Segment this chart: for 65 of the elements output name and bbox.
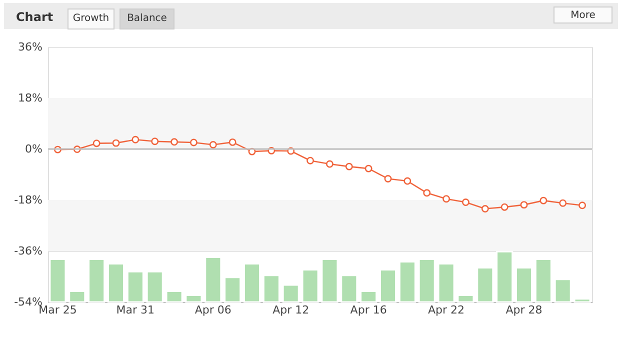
bar xyxy=(224,276,242,303)
point xyxy=(500,203,508,211)
point xyxy=(112,139,120,147)
bar xyxy=(126,270,144,303)
point xyxy=(481,205,489,213)
point xyxy=(209,141,217,148)
point xyxy=(384,175,392,182)
point xyxy=(190,138,198,146)
point xyxy=(404,177,412,185)
bar xyxy=(107,263,125,303)
x-tick-label: Mar 31 xyxy=(116,304,155,316)
x-tick-label: Apr 28 xyxy=(506,304,542,316)
bar xyxy=(243,263,261,303)
bar xyxy=(166,290,183,303)
bar xyxy=(49,258,66,303)
bar xyxy=(146,270,164,303)
y-tick-label: 18% xyxy=(18,92,42,104)
bar xyxy=(282,284,300,303)
bar xyxy=(457,294,474,303)
text: Balance xyxy=(127,13,167,24)
y-tick-label: -36% xyxy=(14,244,42,258)
point xyxy=(540,196,548,204)
point xyxy=(364,164,372,172)
point xyxy=(345,162,353,170)
point xyxy=(442,195,450,203)
bar xyxy=(204,256,222,303)
point xyxy=(423,189,431,197)
bar xyxy=(574,298,591,303)
x-tick-label: Apr 22 xyxy=(428,304,465,316)
x-tick-label: Apr 12 xyxy=(272,304,310,316)
point xyxy=(151,138,159,146)
text: Growth xyxy=(72,13,110,24)
bar xyxy=(515,266,533,303)
point xyxy=(559,199,567,207)
bar xyxy=(438,263,455,303)
y-tick-label: -18% xyxy=(14,194,42,206)
point xyxy=(326,160,334,168)
bar xyxy=(262,274,280,303)
point xyxy=(228,138,236,146)
point xyxy=(170,138,178,146)
bar xyxy=(88,258,106,303)
bar xyxy=(418,258,436,303)
point xyxy=(132,136,140,144)
chart-title: Chart xyxy=(16,10,54,24)
bar xyxy=(340,274,358,303)
text: More xyxy=(570,10,596,21)
y-tick-label: 0% xyxy=(25,142,42,156)
bar xyxy=(379,268,397,303)
bar xyxy=(321,258,338,303)
bar xyxy=(302,268,319,303)
point xyxy=(306,156,314,164)
point xyxy=(462,198,470,206)
bar xyxy=(68,290,86,303)
point xyxy=(520,201,528,209)
bar xyxy=(554,278,572,303)
bar xyxy=(398,261,416,303)
point xyxy=(92,140,100,148)
point xyxy=(578,202,586,210)
bar xyxy=(185,294,202,303)
bar xyxy=(476,266,494,303)
x-tick-label: Apr 16 xyxy=(350,304,387,316)
y-tick-label: 36% xyxy=(18,40,42,54)
bar xyxy=(534,258,552,303)
bar xyxy=(360,290,378,303)
x-tick-label: Apr 06 xyxy=(194,304,232,316)
